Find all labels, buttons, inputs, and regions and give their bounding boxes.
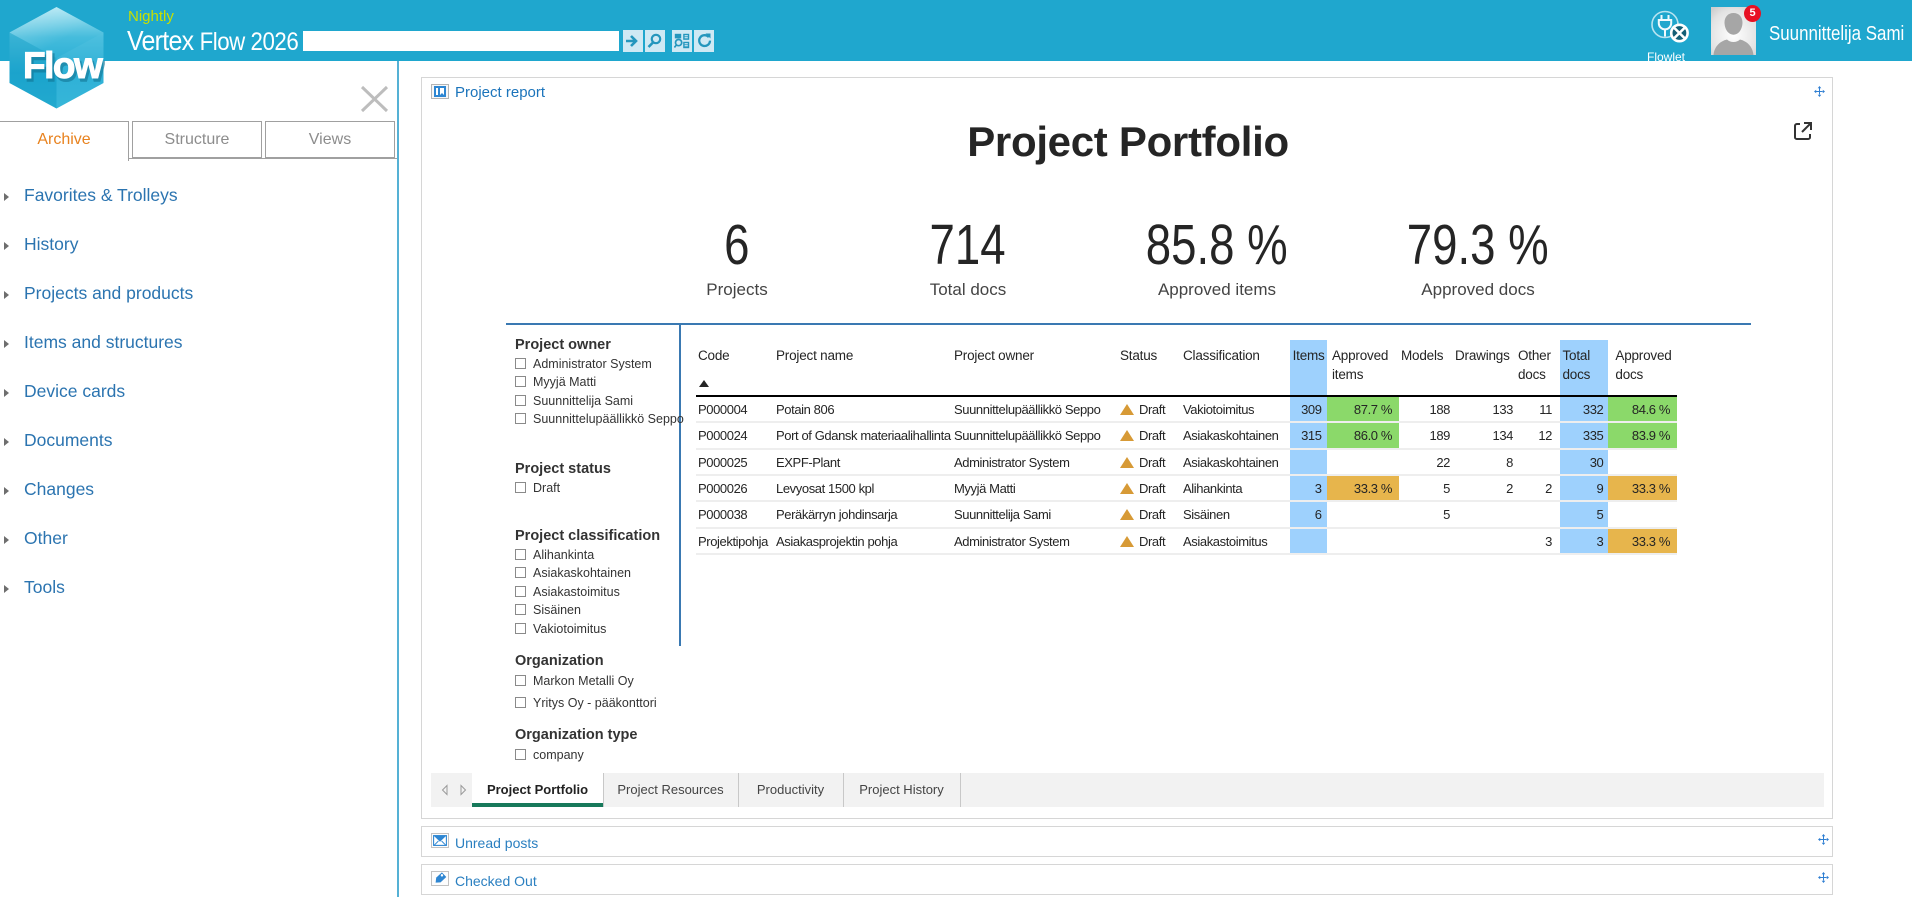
svg-text:Flow: Flow bbox=[23, 45, 103, 86]
svg-text:Flow: Flow bbox=[25, 48, 105, 89]
